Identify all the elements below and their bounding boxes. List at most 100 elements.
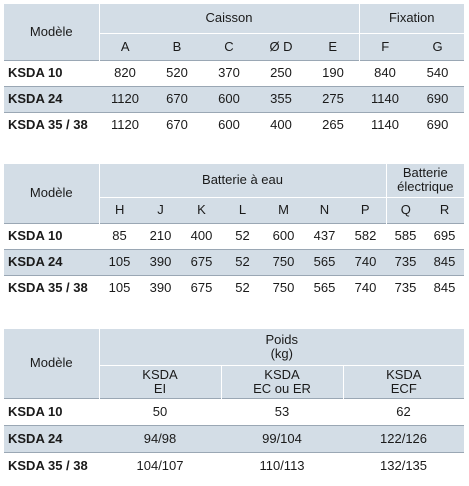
table-row: KSDA 24 105 390 675 52 750 565 740 735 8… [4,249,465,276]
value-cell: 582 [345,222,387,250]
group-header-batterie-electrique: Batterie électrique [385,164,465,197]
column-header: Ø D [255,32,307,60]
group-header-fixation: Fixation [358,4,464,33]
value-cell: 52 [222,249,263,276]
value-cell: 275 [307,86,359,113]
column-header: B [151,32,203,60]
column-header: R [425,196,465,223]
value-cell: 94/98 [99,425,221,453]
value-cell: 750 [263,249,304,276]
value-cell: 355 [255,86,307,113]
value-cell: 845 [425,249,465,276]
column-header: P [345,196,387,223]
value-cell: 122/126 [343,425,465,453]
value-cell: 105 [108,280,131,296]
group-header-line: Poids [265,331,299,347]
value-cell: 1140 [359,86,411,113]
model-cell: KSDA 10 [4,59,99,87]
value-cell: 400 [270,117,292,133]
column-header: H [99,196,140,223]
model-cell: KSDA 35 / 38 [8,280,88,296]
value-cell: 585 [386,222,426,250]
value-cell: 675 [190,280,213,296]
table-row: KSDA 24 1120 670 600 355 275 1140 690 [4,86,464,113]
model-column-header: Modèle [4,329,100,398]
column-header: G [411,32,464,60]
model-cell: KSDA 35 / 38 [8,117,88,133]
value-cell: 1120 [99,86,151,113]
value-cell: 210 [140,222,181,250]
value-cell: 250 [255,59,307,87]
column-header-line: ECF [390,380,417,396]
value-cell: 390 [140,249,181,276]
column-header: C [203,32,255,60]
value-cell: 735 [394,280,417,296]
model-column-header: Modèle [4,4,100,60]
value-cell: 370 [203,59,255,87]
table-row: KSDA 35 / 38 1120 670 600 400 265 1140 6… [4,112,464,138]
value-cell: 670 [166,117,188,133]
value-cell: 740 [345,249,387,276]
value-cell: 600 [203,86,255,113]
column-header: L [222,196,263,223]
column-header: KSDA EC ou ER [220,364,343,398]
model-cell: KSDA 24 [4,249,99,276]
table-row: KSDA 35 / 38 105 390 675 52 750 565 740 … [4,275,464,301]
dimensions-table-batteries: Modèle Batterie à eau Batterie électriqu… [4,164,465,301]
column-header: KSDA EI [99,364,221,398]
table-row: KSDA 24 94/98 99/104 122/126 [4,425,465,453]
value-cell: 740 [354,280,377,296]
column-header: A [99,32,151,60]
group-header-line: électrique [397,179,454,195]
value-cell: 105 [99,249,140,276]
group-header-batterie-eau: Batterie à eau [99,164,387,197]
column-header: KSDA ECF [342,364,465,398]
value-cell: 520 [151,59,203,87]
value-cell: 53 [221,397,343,426]
column-header: F [358,32,411,60]
value-cell: 50 [99,397,221,426]
value-cell: 600 [263,222,304,250]
value-cell: 735 [386,249,426,276]
value-cell: 99/104 [221,425,343,453]
value-cell: 132/135 [380,457,428,473]
value-cell: 110/113 [259,457,305,473]
table-row: KSDA 35 / 38 104/107 110/113 132/135 [4,452,464,479]
value-cell: 400 [181,222,222,250]
model-column-header: Modèle [4,164,100,223]
value-cell: 52 [222,222,263,250]
dimensions-table-caisson-fixation: Modèle Caisson Fixation A B C Ø D E F G … [4,4,464,138]
value-cell: 675 [181,249,222,276]
column-header-line: KSDA [142,366,178,382]
table-row: KSDA 10 820 520 370 250 190 840 540 [4,59,464,87]
column-header: K [181,196,222,223]
value-cell: 85 [99,222,140,250]
model-cell: KSDA 24 [4,425,99,453]
value-cell: 690 [426,117,449,133]
group-header-caisson: Caisson [99,4,359,33]
value-cell: 190 [307,59,359,87]
table-row: KSDA 10 85 210 400 52 600 437 582 585 69… [4,222,465,250]
table-row: KSDA 10 50 53 62 [4,397,465,426]
value-cell: 565 [304,249,345,276]
value-cell: 540 [411,59,464,87]
value-cell: 104/107 [136,457,184,473]
value-cell: 62 [343,397,465,426]
column-header: J [140,196,181,223]
column-header: Q [385,196,426,223]
value-cell: 845 [433,280,456,296]
value-cell: 690 [411,86,464,113]
model-cell: KSDA 35 / 38 [8,457,88,473]
value-cell: 600 [218,117,240,133]
weights-table: Modèle Poids (kg) KSDA EI KSDA EC ou ER … [4,329,465,479]
column-header-line: KSDA [264,366,300,382]
value-cell: 695 [425,222,465,250]
model-cell: KSDA 10 [4,397,99,426]
column-header-line: EC ou ER [253,380,311,396]
model-cell: KSDA 10 [4,222,99,250]
value-cell: 565 [313,280,336,296]
column-header-line: KSDA [386,366,422,382]
value-cell: 1140 [371,117,399,133]
group-header-line: Batterie [402,165,448,181]
value-cell: 750 [272,280,295,296]
